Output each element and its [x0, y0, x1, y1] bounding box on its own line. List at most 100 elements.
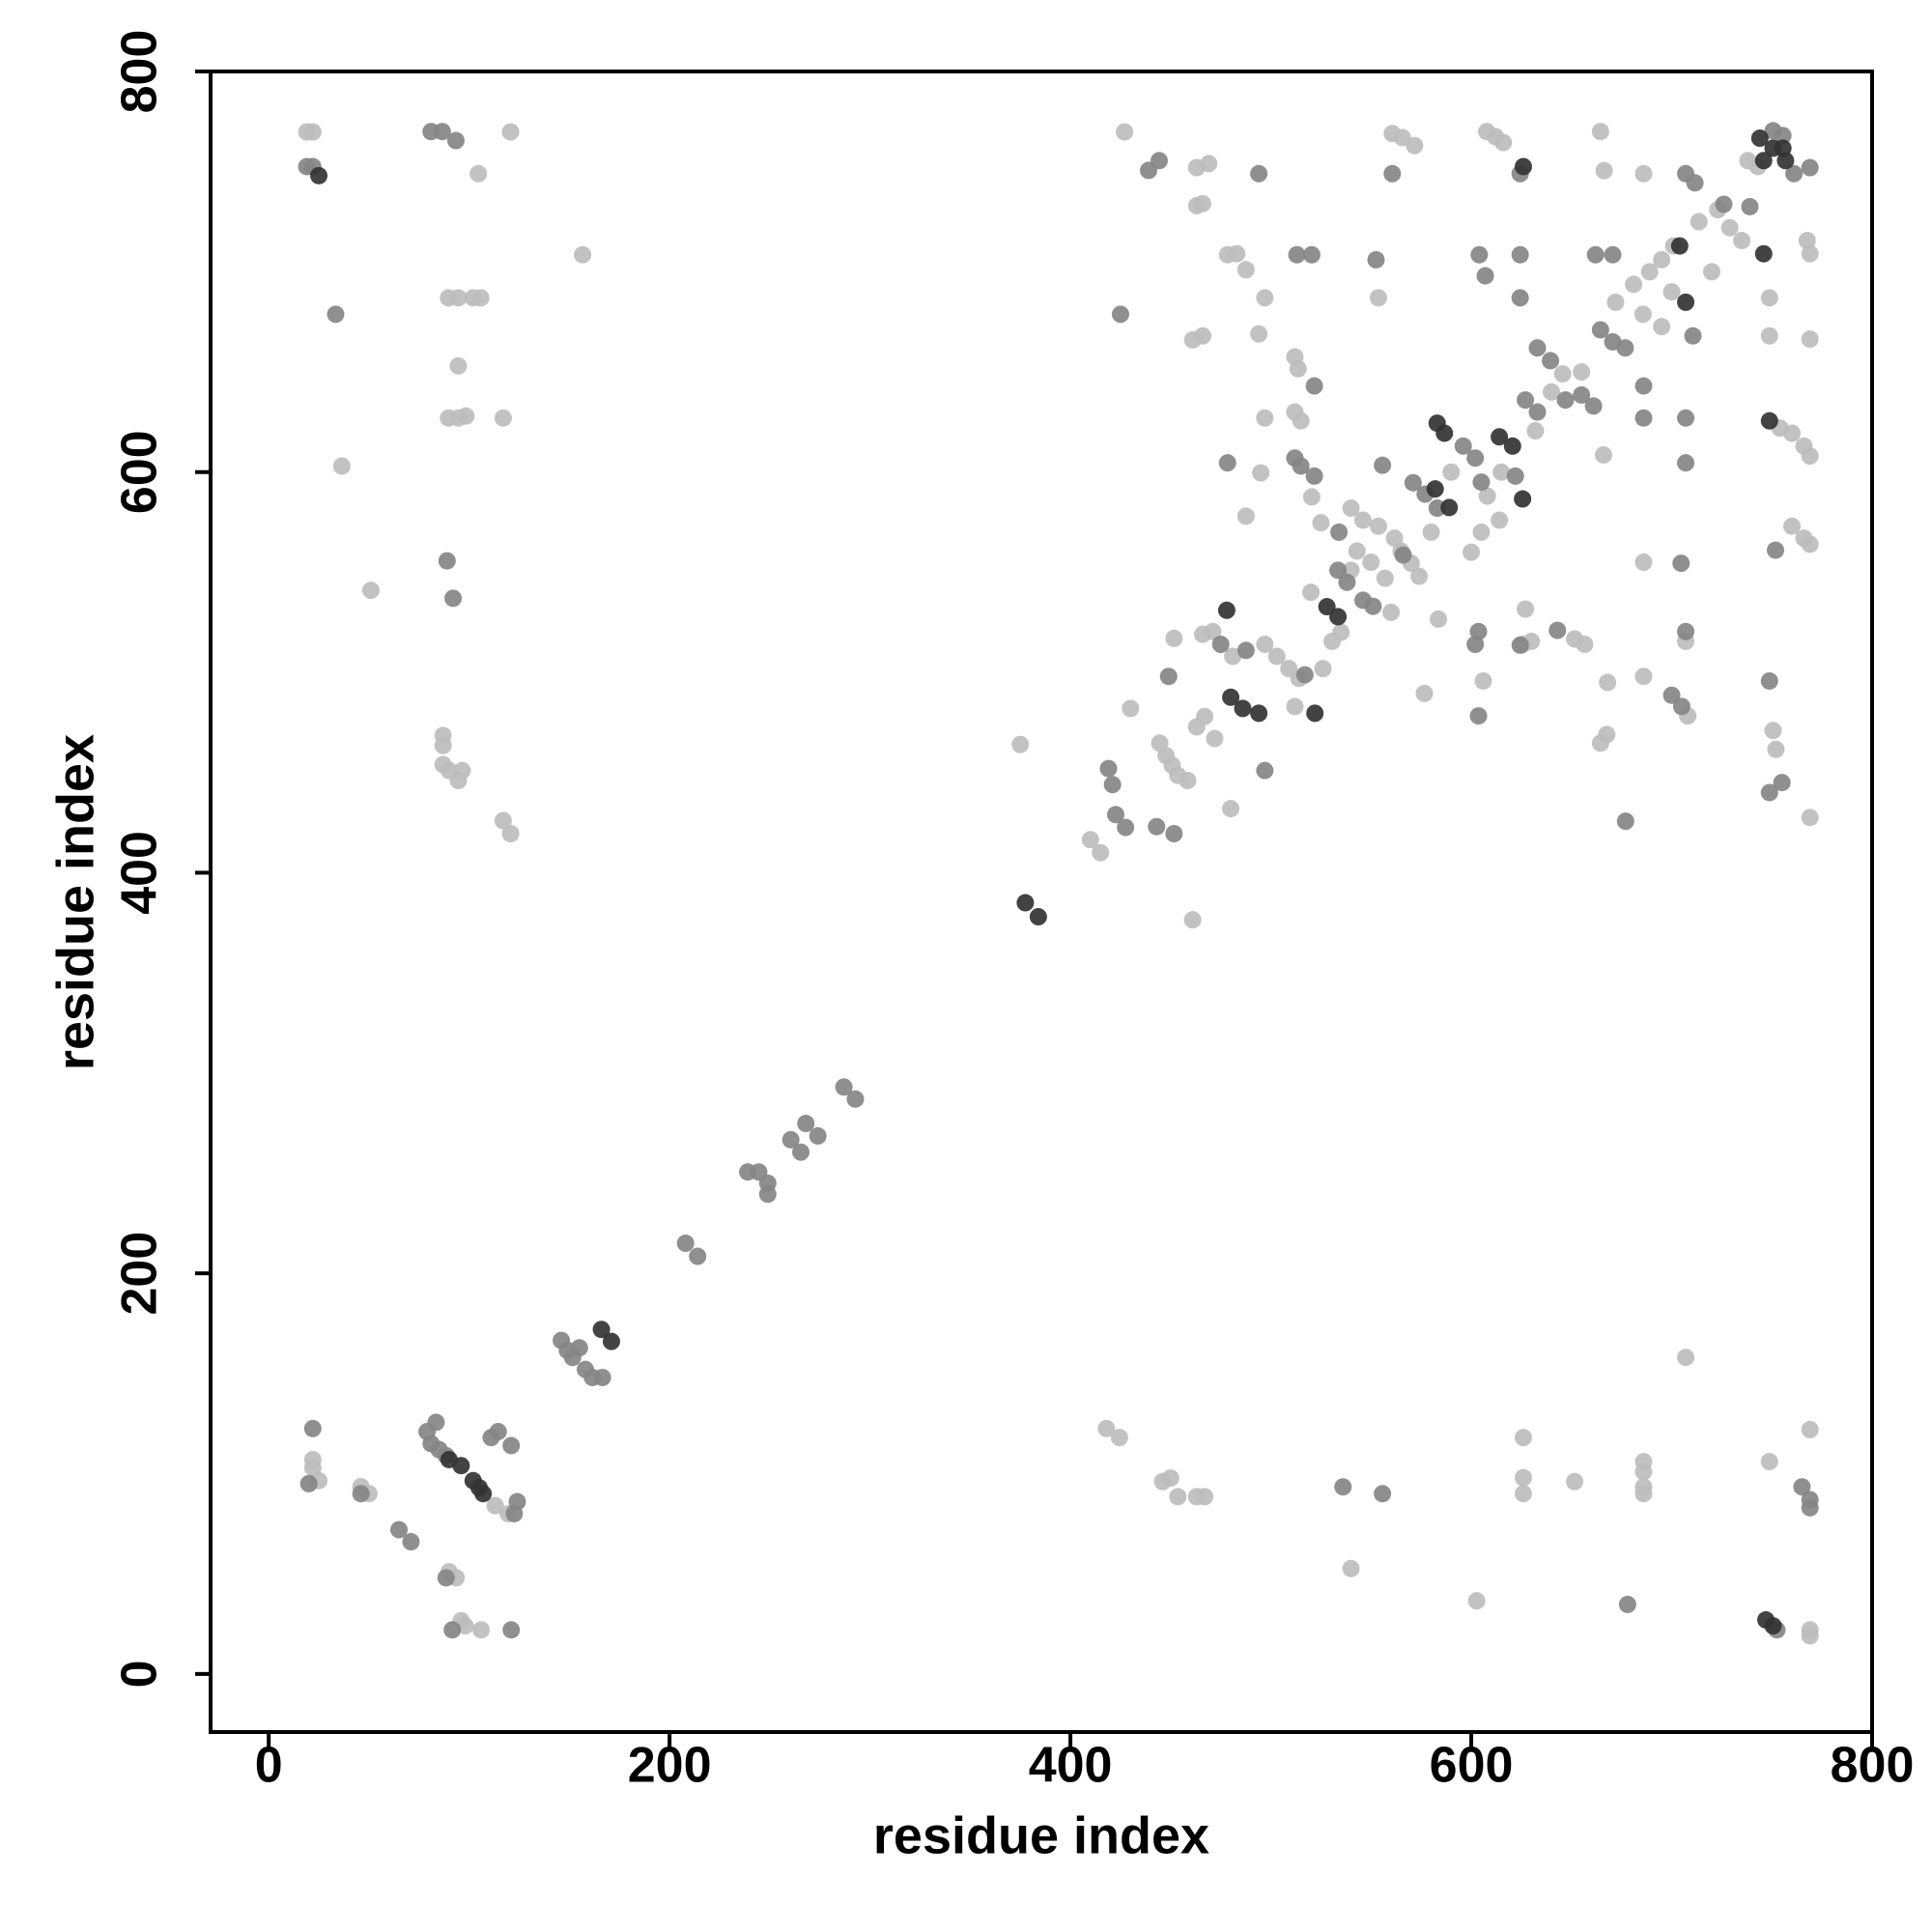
y-tick-label: 400 — [112, 831, 168, 915]
point — [505, 1504, 524, 1522]
point — [1466, 449, 1485, 468]
point — [1148, 817, 1166, 836]
point — [1374, 456, 1392, 474]
point — [1801, 244, 1819, 263]
point — [469, 164, 488, 183]
point — [1616, 812, 1634, 831]
point — [1200, 155, 1218, 173]
point — [1616, 339, 1634, 357]
point — [1662, 686, 1681, 704]
point — [1318, 598, 1336, 616]
point — [689, 1247, 707, 1265]
point — [1204, 622, 1222, 640]
point — [1159, 668, 1178, 686]
point — [1196, 707, 1214, 725]
point — [1165, 824, 1183, 842]
point — [1406, 136, 1424, 155]
point — [298, 157, 316, 176]
point — [1526, 422, 1545, 440]
point — [1801, 809, 1819, 827]
point — [1016, 894, 1035, 912]
point — [437, 1569, 455, 1587]
point — [1426, 480, 1444, 498]
point — [1760, 783, 1778, 802]
point — [1222, 800, 1240, 818]
point — [797, 1115, 815, 1133]
point — [1295, 666, 1314, 684]
point — [390, 1520, 409, 1539]
point — [592, 1321, 611, 1339]
point — [1165, 629, 1183, 647]
point — [1604, 245, 1622, 264]
point — [1256, 761, 1274, 780]
plot-frame — [209, 70, 1874, 1734]
point — [1514, 490, 1532, 508]
point — [1686, 174, 1704, 192]
point — [501, 824, 520, 842]
point — [1404, 473, 1422, 492]
point — [1584, 397, 1603, 415]
point — [1011, 735, 1030, 753]
point — [1793, 1478, 1811, 1496]
point — [1374, 1485, 1392, 1503]
point — [1097, 1419, 1116, 1437]
point — [1256, 409, 1274, 427]
point — [1672, 554, 1690, 573]
point — [1435, 424, 1454, 442]
point — [1250, 704, 1268, 723]
point — [1754, 244, 1773, 263]
point — [1306, 704, 1324, 723]
point — [457, 407, 475, 425]
point — [1774, 139, 1792, 157]
point — [1305, 467, 1323, 485]
point — [1543, 383, 1561, 401]
point — [1514, 1468, 1532, 1487]
point — [1217, 601, 1236, 619]
point — [1598, 725, 1616, 744]
point — [1250, 164, 1268, 183]
point — [1150, 152, 1168, 170]
point — [1469, 707, 1488, 725]
point — [835, 1078, 853, 1096]
point — [602, 1332, 620, 1350]
point — [574, 245, 592, 264]
point — [1634, 409, 1653, 427]
point — [1677, 409, 1695, 427]
point — [303, 1459, 322, 1477]
point — [1478, 487, 1496, 505]
point — [402, 1533, 420, 1551]
point — [1634, 668, 1653, 686]
point — [1161, 1469, 1179, 1488]
point — [1329, 608, 1348, 626]
point — [1801, 447, 1819, 466]
point — [1566, 1472, 1584, 1491]
point — [1383, 164, 1402, 183]
point — [1369, 289, 1387, 307]
point — [502, 1436, 521, 1455]
point — [1376, 569, 1394, 587]
point — [1528, 403, 1547, 421]
point — [1116, 123, 1134, 141]
point — [1514, 1429, 1532, 1447]
point — [1599, 673, 1617, 692]
point — [1410, 567, 1429, 585]
point — [1514, 1485, 1532, 1503]
point — [1677, 293, 1695, 311]
point — [1338, 573, 1356, 591]
point — [501, 123, 520, 141]
point — [1234, 699, 1252, 718]
x-tick-label: 200 — [628, 1738, 712, 1794]
point — [1422, 523, 1440, 541]
point — [449, 289, 468, 307]
point — [1720, 218, 1739, 237]
point — [452, 1457, 470, 1475]
point — [1625, 275, 1643, 294]
point — [1503, 437, 1521, 455]
point — [1548, 621, 1567, 639]
point — [1394, 546, 1412, 564]
point — [1606, 293, 1625, 311]
point — [1472, 473, 1491, 492]
point — [1476, 267, 1494, 285]
point — [1733, 232, 1751, 250]
point — [1595, 161, 1613, 180]
